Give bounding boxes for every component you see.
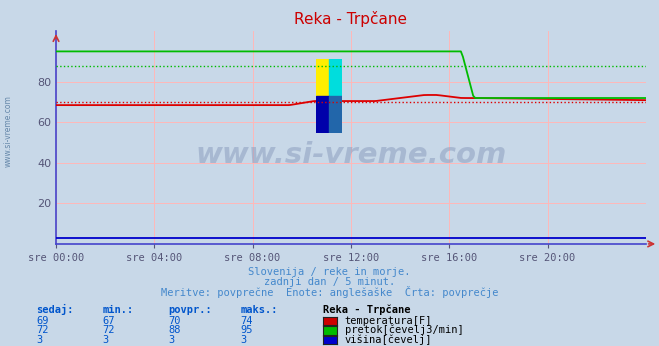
Title: Reka - Trpčane: Reka - Trpčane xyxy=(295,11,407,27)
Text: 3: 3 xyxy=(241,335,246,345)
Text: zadnji dan / 5 minut.: zadnji dan / 5 minut. xyxy=(264,277,395,288)
Text: 70: 70 xyxy=(168,316,181,326)
Text: 3: 3 xyxy=(36,335,42,345)
Text: 88: 88 xyxy=(168,325,181,335)
Text: 3: 3 xyxy=(168,335,174,345)
Text: Slovenija / reke in morje.: Slovenija / reke in morje. xyxy=(248,267,411,277)
Text: pretok[čevelj3/min]: pretok[čevelj3/min] xyxy=(345,324,463,335)
Text: Meritve: povprečne  Enote: anglešaške  Črta: povprečje: Meritve: povprečne Enote: anglešaške Črt… xyxy=(161,286,498,298)
Text: sedaj:: sedaj: xyxy=(36,304,74,315)
Text: maks.:: maks.: xyxy=(241,305,278,315)
Text: povpr.:: povpr.: xyxy=(168,305,212,315)
Text: www.si-vreme.com: www.si-vreme.com xyxy=(195,140,507,169)
Text: 95: 95 xyxy=(241,325,253,335)
Text: 74: 74 xyxy=(241,316,253,326)
Text: višina[čevelj]: višina[čevelj] xyxy=(345,334,432,345)
Text: Reka - Trpčane: Reka - Trpčane xyxy=(323,304,411,315)
Text: min.:: min.: xyxy=(102,305,133,315)
Text: 3: 3 xyxy=(102,335,108,345)
Text: www.si-vreme.com: www.si-vreme.com xyxy=(4,95,13,167)
Text: 67: 67 xyxy=(102,316,115,326)
Text: 72: 72 xyxy=(102,325,115,335)
Text: 72: 72 xyxy=(36,325,49,335)
Text: temperatura[F]: temperatura[F] xyxy=(345,316,432,326)
Text: 69: 69 xyxy=(36,316,49,326)
